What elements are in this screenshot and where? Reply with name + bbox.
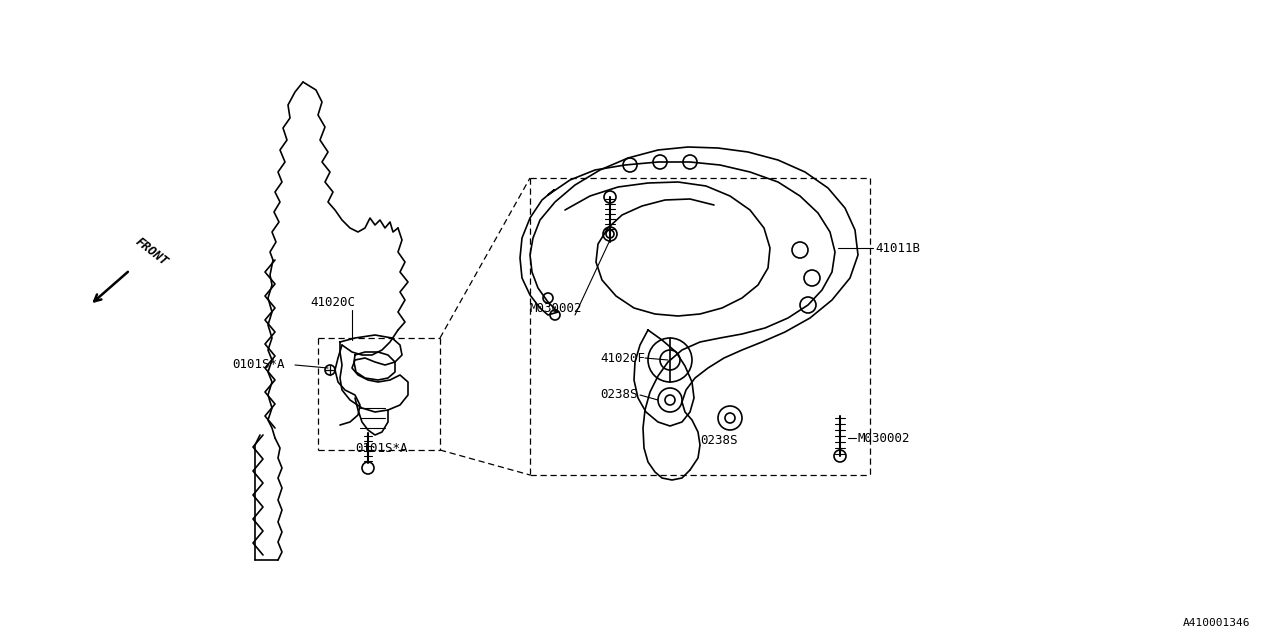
Text: 0238S: 0238S [700, 433, 737, 447]
Text: FRONT: FRONT [133, 235, 170, 268]
Text: M030002: M030002 [530, 301, 582, 314]
Text: M030002: M030002 [858, 431, 910, 445]
Text: 41020C: 41020C [310, 296, 355, 308]
Text: A410001346: A410001346 [1183, 618, 1251, 628]
Text: 41011B: 41011B [876, 241, 920, 255]
Text: 0101S*A: 0101S*A [355, 442, 407, 454]
Text: 0238S: 0238S [600, 388, 637, 401]
Text: 0101S*A: 0101S*A [232, 358, 284, 371]
Text: 41020F: 41020F [600, 351, 645, 365]
